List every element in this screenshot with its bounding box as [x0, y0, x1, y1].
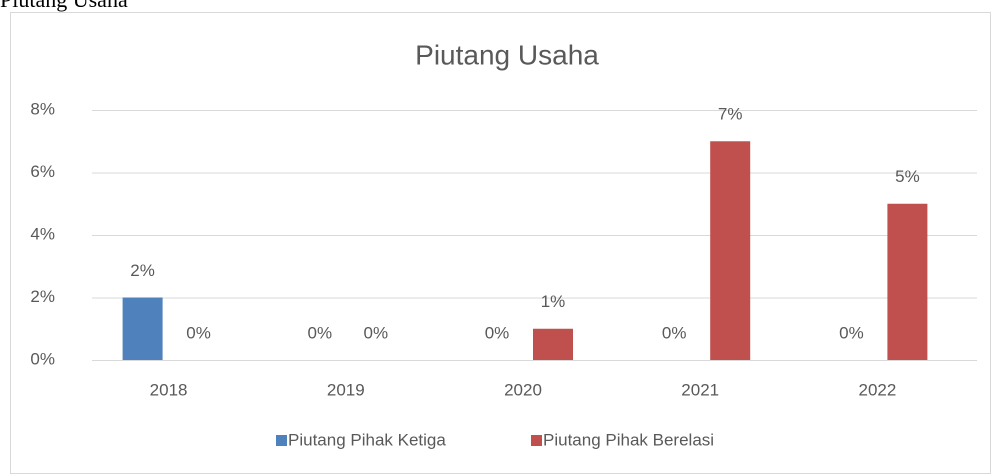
- chart-frame: [10, 12, 991, 474]
- legend-swatch: [531, 435, 542, 446]
- legend-label: Piutang Pihak Ketiga: [288, 430, 446, 449]
- data-label: 0%: [662, 323, 687, 342]
- x-tick-label: 2021: [681, 380, 719, 399]
- bar: [122, 297, 163, 360]
- data-label: 7%: [718, 105, 743, 124]
- data-label: 5%: [895, 167, 920, 186]
- legend-label: Piutang Pihak Berelasi: [543, 430, 714, 449]
- data-label: 1%: [541, 292, 566, 311]
- y-tick-label: 0%: [30, 349, 55, 368]
- x-tick-label: 2018: [150, 380, 188, 399]
- data-label: 0%: [364, 323, 389, 342]
- legend-swatch: [276, 435, 287, 446]
- bar: [533, 328, 573, 360]
- data-label: 0%: [308, 323, 333, 342]
- bar: [710, 141, 751, 360]
- data-label: 0%: [839, 323, 864, 342]
- x-tick-label: 2022: [858, 380, 896, 399]
- y-tick-label: 4%: [30, 224, 55, 243]
- x-tick-label: 2019: [327, 380, 365, 399]
- data-label: 0%: [186, 323, 211, 342]
- y-tick-label: 2%: [30, 287, 55, 306]
- caption: Piutang Usaha: [0, 0, 128, 12]
- chart-title: Piutang Usaha: [415, 39, 599, 70]
- y-tick-label: 8%: [30, 99, 55, 118]
- bar: [887, 203, 928, 360]
- y-tick-label: 6%: [30, 162, 55, 181]
- x-tick-label: 2020: [504, 380, 542, 399]
- data-label: 0%: [485, 323, 510, 342]
- data-label: 2%: [130, 261, 155, 280]
